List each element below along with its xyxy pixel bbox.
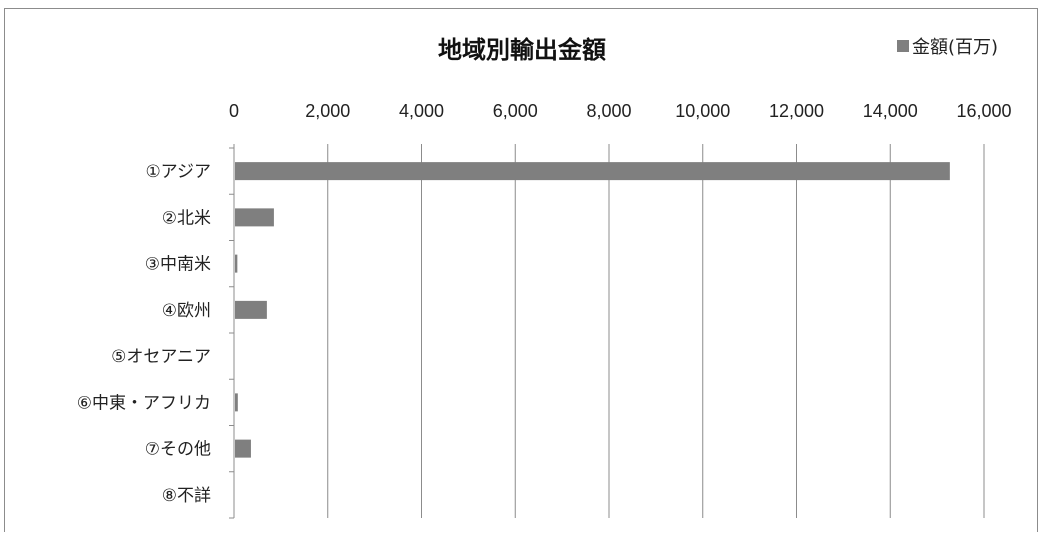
category-labels: ①アジア ②北米 ③中南米 ④欧州 ⑤オセアニア ⑥中東・アフリカ ⑦その他 ⑧不詳 [77,162,211,506]
category-label: ⑤オセアニア [111,347,211,367]
category-label: ③中南米 [145,255,211,275]
category-label: ⑥中東・アフリカ [77,393,211,413]
category-label: ④欧州 [162,301,211,321]
bar [235,393,238,412]
category-label: ⑧不詳 [162,486,211,506]
x-tick-label: 4,000 [399,101,444,121]
gridlines [233,144,985,518]
x-tick-label: 6,000 [493,101,538,121]
category-label: ②北米 [162,208,211,228]
x-tick-label: 14,000 [863,101,918,121]
x-tick-label: 2,000 [305,101,350,121]
x-tick-labels: 0 2,000 4,000 6,000 8,000 10,000 12,000 14,000 1… [229,101,1012,121]
bar [235,439,251,458]
chart-frame [4,8,1038,532]
bar [235,162,950,181]
x-tick-label: 8,000 [586,101,631,121]
category-label: ①アジア [145,162,211,182]
bar [235,300,267,319]
chart-title: 地域別輸出金額 [438,36,606,64]
bar [235,254,238,273]
category-label: ⑦その他 [145,440,211,460]
x-tick-label: 10,000 [675,101,730,121]
x-tick-label: 12,000 [769,101,824,121]
x-tick-label: 0 [229,101,239,121]
x-tick-label: 16,000 [956,101,1011,121]
legend-label: 金額(百万) [912,37,998,58]
category-axis [229,147,235,519]
bars [235,162,950,458]
legend-swatch [897,40,909,52]
bar [235,208,274,227]
legend: 金額(百万) [897,37,998,58]
